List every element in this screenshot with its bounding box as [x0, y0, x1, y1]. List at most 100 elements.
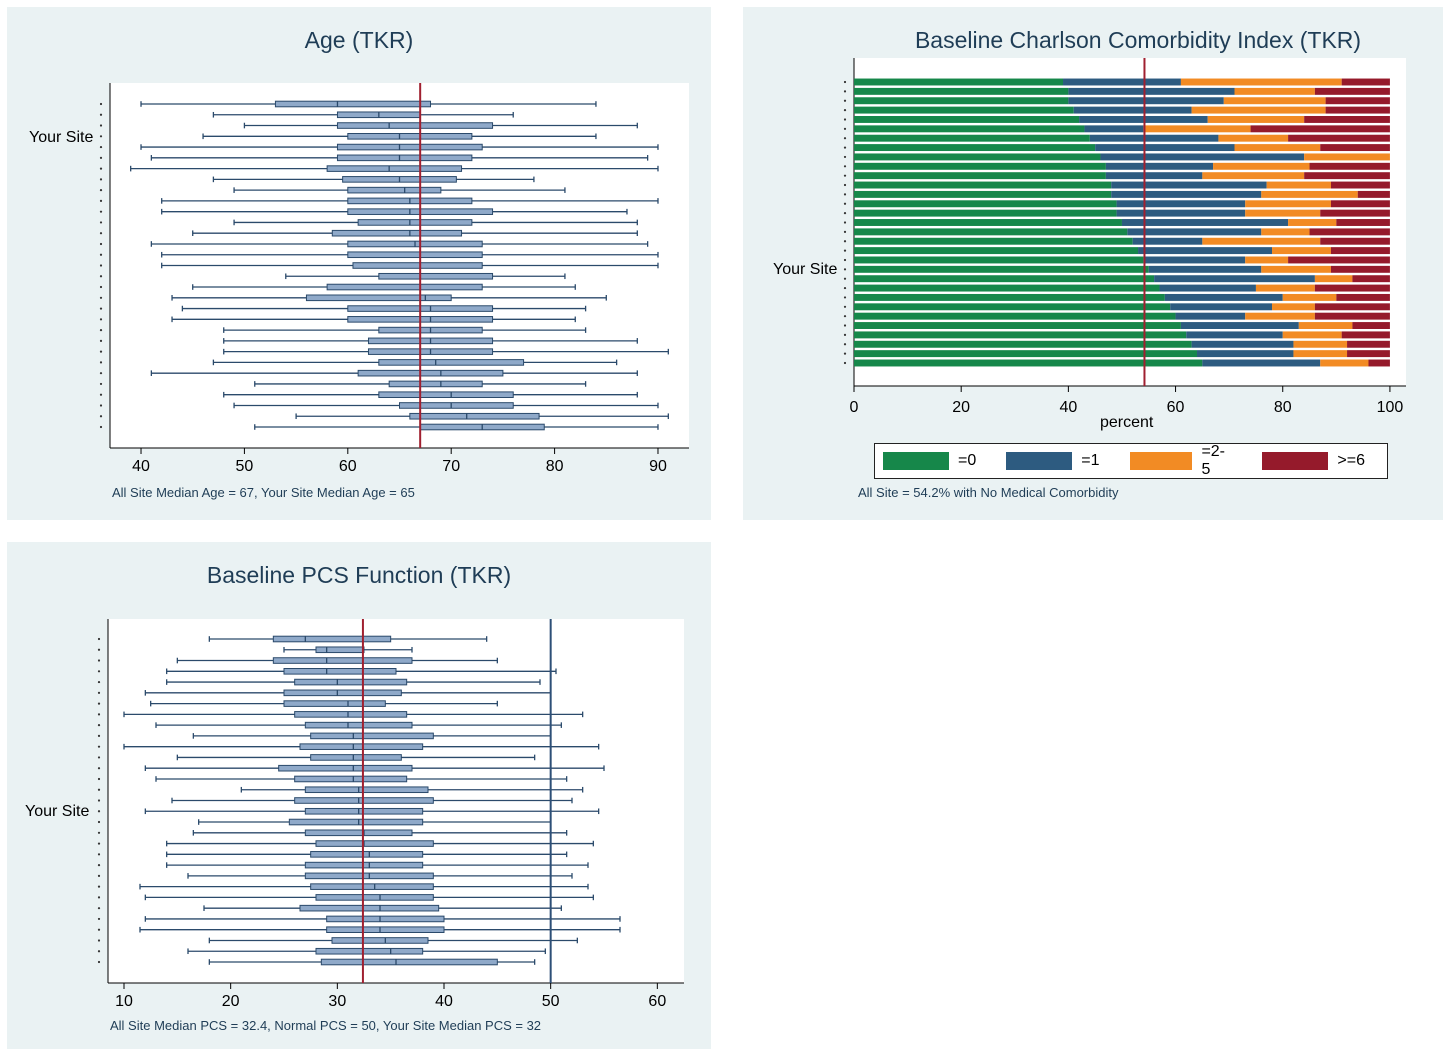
cci-bar-13-seg-1: [1116, 200, 1246, 208]
charlson-note: All Site = 54.2% with No Medical Comorbi…: [858, 485, 1119, 500]
age-box-9: [161, 197, 659, 205]
pcs-box-rect-6: [283, 700, 386, 707]
cci-bar-16-seg-1: [1127, 228, 1262, 236]
age-y-tick-dot-29: [99, 415, 103, 418]
cci-bar-22-seg-1: [1159, 284, 1256, 292]
cci-bar-5-seg-3: [1250, 125, 1390, 133]
cci-bar-12-seg-1: [1111, 190, 1262, 198]
pcs-box-16: [144, 807, 600, 815]
age-y-tick-dot-20: [99, 318, 103, 321]
cci-bar-26-seg-2: [1298, 322, 1353, 329]
age-y-tick-dot-14: [99, 253, 103, 256]
age-box-15: [161, 262, 659, 269]
age-box-3: [202, 133, 597, 140]
pcs-box-rect-21: [304, 861, 424, 869]
cci-bar-6-seg-1: [1089, 134, 1219, 142]
age-y-tick-dot-6: [99, 167, 103, 170]
pcs-box-28: [208, 937, 578, 944]
age-box-13: [150, 240, 649, 248]
cci-y-tick-dot-23: [843, 296, 847, 299]
age-box-rect-0: [274, 100, 432, 108]
pcs-box-7: [123, 711, 584, 718]
cci-bar-1-seg-0: [854, 87, 1069, 95]
pcs-y-tick-dot-6: [97, 702, 101, 705]
age-box-2: [243, 122, 638, 129]
age-y-tick-dot-18: [99, 296, 103, 299]
age-y-tick-dot-19: [99, 307, 103, 310]
age-y-tick-dot-26: [99, 382, 103, 386]
pcs-x-tick-label-1: 20: [222, 993, 240, 1010]
cci-bar-25-seg-3: [1314, 312, 1390, 320]
pcs-y-tick-dot-14: [97, 788, 101, 791]
pcs-box-12: [144, 764, 605, 772]
cci-y-tick-dot-18: [843, 249, 847, 252]
cci-bar-19-seg-2: [1245, 256, 1289, 264]
pcs-box-14: [240, 786, 584, 794]
cci-bar-27-seg-1: [1186, 331, 1283, 339]
age-box-rect-17: [326, 283, 483, 291]
age-box-rect-24: [378, 359, 525, 366]
age-box-28: [233, 402, 659, 409]
pcs-y-tick-dot-30: [97, 960, 101, 964]
cci-bar-28-seg-1: [1191, 340, 1294, 348]
cci-bar-3-seg-1: [1073, 106, 1192, 114]
cci-bar-3-seg-2: [1191, 106, 1326, 114]
cci-bar-27-seg-3: [1341, 331, 1390, 339]
cci-bar-27-seg-2: [1282, 331, 1342, 339]
pcs-box-rect-16: [304, 807, 424, 815]
age-box-rect-18: [305, 294, 452, 302]
cci-bar-17-seg-0: [854, 237, 1133, 245]
cci-bar-14-seg-3: [1320, 209, 1390, 217]
age-y-tick-dot-22: [99, 339, 103, 342]
cci-bar-29-seg-2: [1293, 350, 1348, 358]
pcs-box-rect-23: [310, 883, 434, 890]
cci-bar-1-seg-3: [1314, 87, 1390, 95]
cci-y-tick-dot-27: [843, 333, 847, 336]
pcs-y-tick-dot-29: [97, 950, 101, 953]
cci-bar-30-seg-3: [1368, 359, 1390, 367]
cci-bar-22-seg-3: [1314, 284, 1390, 292]
cci-bar-6-seg-3: [1288, 134, 1390, 142]
cci-bar-23-seg-2: [1282, 293, 1337, 301]
legend-item-0: =0: [883, 452, 976, 470]
age-box-18: [171, 294, 607, 302]
cci-x-tick-label-3: 60: [1167, 399, 1185, 416]
pcs-box-rect-11: [310, 754, 402, 761]
legend-label-3: >=6: [1337, 452, 1365, 469]
cci-bar-25-seg-1: [1175, 312, 1246, 320]
cci-bar-21-seg-1: [1154, 275, 1315, 283]
cci-bar-2-seg-3: [1325, 97, 1390, 105]
age-box-rect-27: [378, 391, 514, 398]
cci-bar-9-seg-1: [1105, 162, 1214, 170]
cci-x-tick-label-5: 100: [1377, 399, 1404, 416]
cci-bar-6-seg-0: [854, 134, 1090, 142]
cci-bar-8-seg-1: [1100, 153, 1305, 161]
age-y-tick-dot-25: [99, 372, 103, 375]
cci-x-tick-label-0: 0: [850, 399, 859, 416]
cci-bar-15-seg-2: [1288, 219, 1337, 226]
cci-bar-19-seg-3: [1288, 256, 1390, 264]
pcs-box-rect-28: [331, 937, 429, 944]
cci-bar-28-seg-0: [854, 340, 1192, 348]
pcs-note: All Site Median PCS = 32.4, Normal PCS =…: [110, 1018, 542, 1033]
cci-y-tick-dot-16: [843, 230, 847, 233]
age-box-11: [233, 219, 638, 226]
age-y-tick-dot-15: [99, 264, 103, 267]
pcs-box-29: [187, 947, 546, 955]
legend-swatch-1: [1006, 452, 1073, 470]
cci-y-tick-dot-11: [843, 183, 847, 187]
age-x-tick-label-0: 40: [132, 458, 150, 475]
age-box-rect-15: [352, 262, 483, 269]
cci-bar-18-seg-1: [1138, 247, 1273, 255]
charlson-plot: 0 20 40 60 80 100: [843, 58, 1406, 416]
cci-bar-0-seg-1: [1063, 78, 1181, 86]
cci-bar-9-seg-0: [854, 162, 1106, 170]
cci-bar-4-seg-2: [1207, 116, 1305, 123]
age-box-rect-4: [336, 143, 483, 151]
age-x-tick-label-4: 80: [546, 458, 564, 475]
pcs-box-rect-1: [315, 646, 365, 654]
pcs-y-tick-dot-4: [97, 680, 101, 684]
cci-bar-11-seg-2: [1266, 181, 1331, 189]
cci-y-tick-dot-0: [843, 80, 847, 84]
pcs-y-tick-dot-19: [97, 842, 101, 845]
